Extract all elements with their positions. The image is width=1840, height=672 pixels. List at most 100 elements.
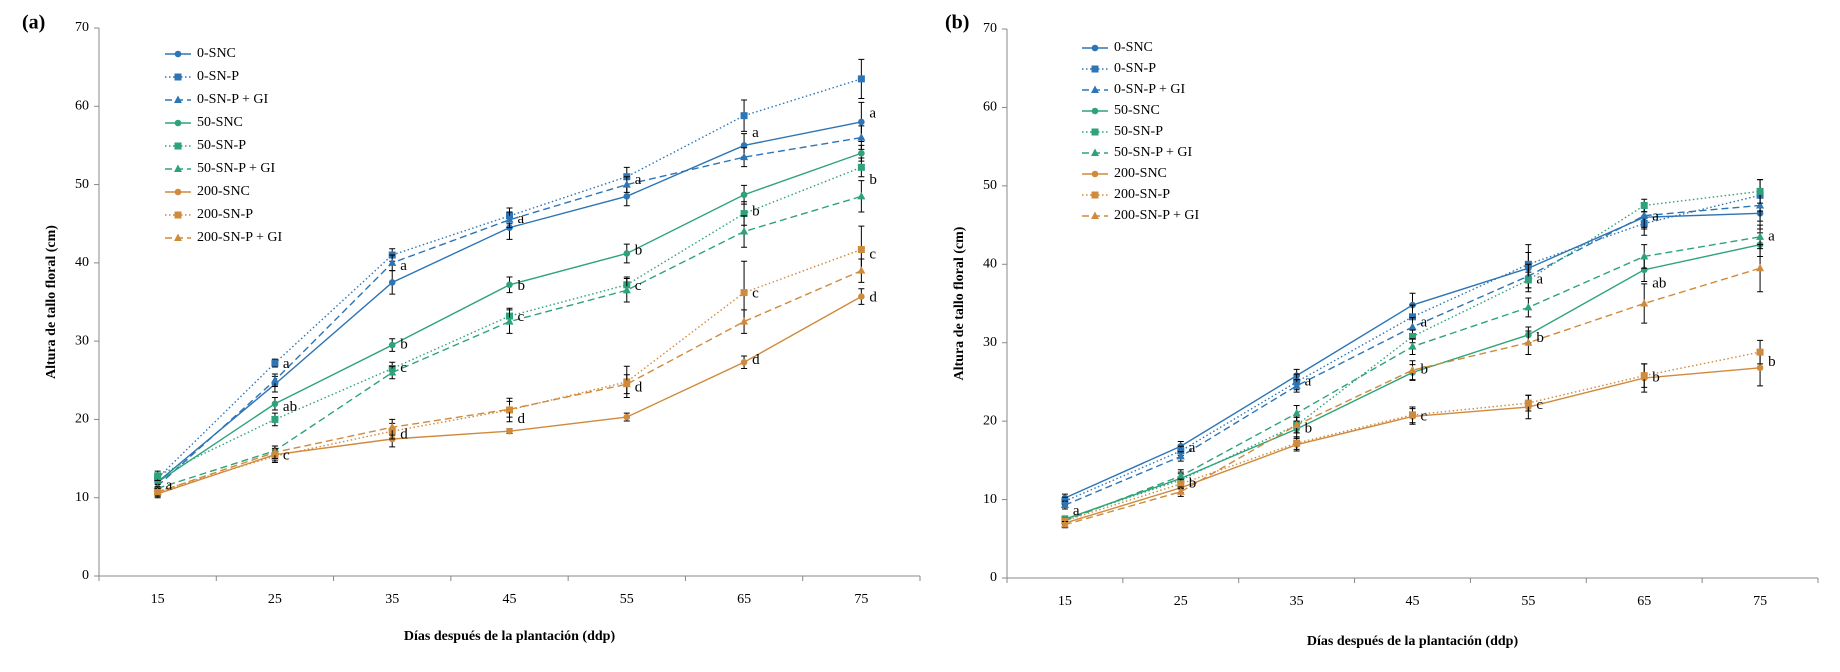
marker [740, 210, 748, 218]
significance-letter: b [518, 278, 526, 294]
marker [1640, 251, 1649, 260]
marker [1640, 201, 1648, 209]
marker [1091, 211, 1099, 219]
x-tick-label: 55 [1521, 594, 1535, 609]
significance-letter: a [752, 125, 759, 141]
legend-label: 200-SNC [197, 184, 250, 199]
marker [740, 191, 748, 199]
marker [1756, 263, 1765, 272]
panel-label: (a) [22, 12, 45, 34]
significance-letter: ab [1652, 275, 1666, 291]
y-tick-label: 30 [75, 333, 89, 348]
marker [1176, 451, 1185, 460]
marker [1091, 44, 1099, 52]
y-tick-label: 20 [75, 412, 89, 427]
marker [154, 472, 162, 480]
y-tick-label: 20 [983, 413, 997, 428]
significance-letter: a [1421, 315, 1428, 331]
significance-letter: a [1768, 228, 1775, 244]
significance-letter: b [1421, 362, 1429, 378]
significance-letter: ab [283, 399, 297, 415]
marker [622, 285, 631, 294]
marker [857, 246, 865, 254]
significance-letter: b [635, 243, 643, 259]
marker [1408, 342, 1417, 350]
marker [505, 404, 514, 413]
significance-letter: a [283, 356, 290, 372]
marker [740, 358, 748, 366]
x-axis-title: Días después de la plantación (ddp) [404, 629, 616, 644]
legend-label: 50-SN-P + GI [197, 161, 275, 176]
legend-label: 200-SN-P [197, 207, 253, 222]
marker [1524, 399, 1532, 407]
marker [857, 133, 866, 141]
y-tick-label: 30 [983, 335, 997, 350]
significance-letter: b [1305, 420, 1313, 436]
marker [858, 149, 865, 157]
marker [740, 112, 748, 120]
marker [1177, 480, 1185, 488]
marker [622, 379, 631, 388]
legend-label: 200-SN-P + GI [197, 230, 282, 245]
chart-panel: (a) 0 10 20 30 40 50 60 70 15 25 35 45 55 65 75 Días des… [22, 12, 921, 644]
significance-letter: c [869, 246, 876, 262]
y-tick-label: 50 [75, 177, 89, 192]
significance-letter: a [1536, 271, 1543, 287]
marker [1091, 191, 1099, 199]
legend-label: 50-SN-P + GI [1114, 145, 1192, 160]
marker [857, 163, 865, 171]
marker [857, 266, 866, 274]
x-tick-label: 75 [1753, 594, 1767, 609]
y-tick-label: 50 [983, 178, 997, 193]
marker [623, 413, 631, 421]
legend-label: 50-SNC [197, 115, 243, 130]
marker [1292, 408, 1301, 417]
marker [1524, 276, 1532, 284]
significance-letter: d [400, 427, 408, 443]
marker [1091, 148, 1099, 156]
marker [1177, 447, 1185, 455]
marker [1524, 302, 1533, 311]
significance-letter: a [1189, 440, 1196, 456]
legend-label: 0-SN-P + GI [197, 92, 268, 107]
marker [174, 142, 182, 150]
marker [388, 367, 397, 376]
marker [388, 279, 396, 286]
x-tick-label: 35 [385, 592, 399, 607]
marker [1756, 348, 1764, 356]
marker [1176, 471, 1185, 480]
y-tick-label: 60 [983, 100, 997, 115]
y-axis-title: Altura de tallo floral (cm) [44, 225, 59, 379]
marker [1756, 232, 1765, 240]
marker [1524, 338, 1533, 346]
marker [174, 95, 182, 103]
significance-letter: a [518, 211, 525, 227]
significance-letter: c [752, 286, 759, 302]
significance-letter: a [1305, 373, 1312, 389]
significance-letter: a [1652, 209, 1659, 225]
series-line [1064, 212, 1761, 499]
marker [1292, 381, 1301, 389]
significance-letter: b [400, 336, 408, 352]
marker [1292, 420, 1301, 429]
significance-letter: a [1073, 503, 1080, 519]
significance-letter: b [869, 172, 877, 188]
legend-label: 200-SN-P + GI [1114, 208, 1199, 223]
x-tick-label: 65 [1637, 594, 1651, 609]
series-line [1064, 367, 1761, 524]
legend-label: 50-SN-P [197, 138, 246, 153]
y-axis-title: Altura de tallo floral (cm) [952, 226, 967, 380]
legend-label: 0-SNC [1114, 40, 1153, 55]
marker [1176, 487, 1185, 495]
marker [505, 317, 514, 325]
marker [271, 359, 279, 367]
x-tick-label: 45 [1406, 594, 1420, 609]
significance-letter: c [283, 448, 290, 464]
legend-label: 50-SNC [1114, 103, 1160, 118]
marker [1091, 65, 1099, 73]
marker [174, 119, 182, 127]
x-tick-label: 45 [503, 592, 517, 607]
marker [271, 415, 279, 423]
significance-letter: c [400, 360, 407, 376]
legend-label: 50-SN-P [1114, 124, 1163, 139]
